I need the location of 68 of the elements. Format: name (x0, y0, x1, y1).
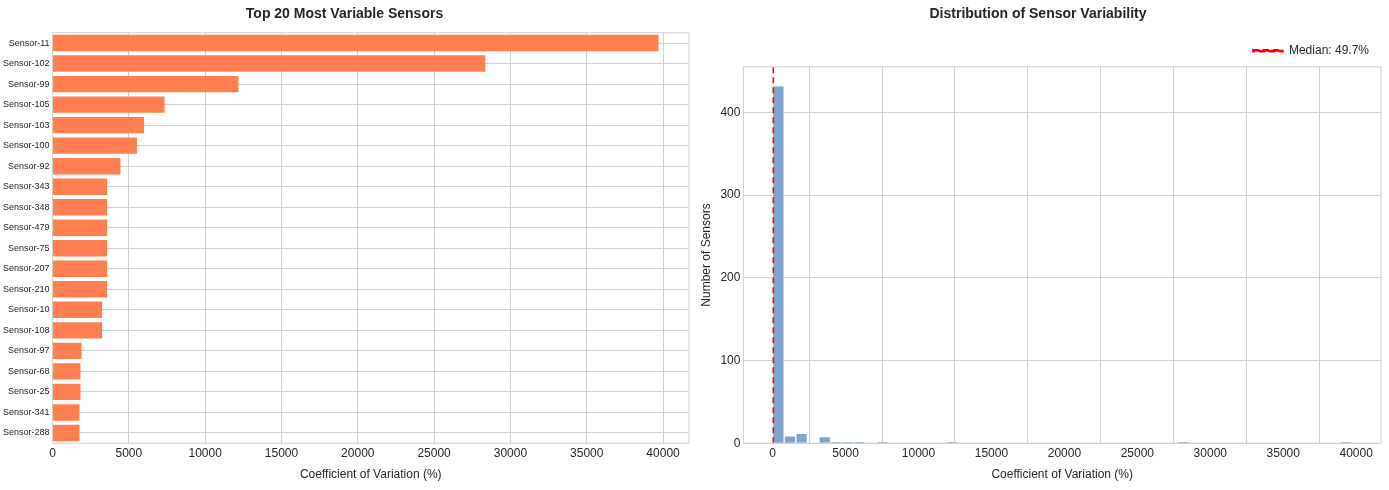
x-tick-label: 35000 (1266, 445, 1301, 460)
bar (53, 240, 108, 257)
legend-label: Median: 49.7% (1288, 43, 1370, 58)
y-tick-label: Sensor-341 (3, 406, 50, 417)
bar (53, 96, 165, 113)
y-tick-label: Sensor-25 (8, 386, 50, 397)
y-tick-label: Sensor-102 (3, 58, 50, 69)
y-tick-label: 400 (720, 104, 741, 119)
y-tick-label: Sensor-343 (3, 181, 50, 192)
x-tick-label: 15000 (974, 445, 1009, 460)
x-tick-label: 25000 (1120, 445, 1155, 460)
bar (53, 301, 103, 319)
chart-title: Distribution of Sensor Variability (929, 5, 1147, 22)
chart-title: Top 20 Most Variable Sensors (245, 5, 444, 22)
y-tick-label: Sensor-348 (3, 201, 50, 212)
y-tick-label: Sensor-99 (8, 78, 50, 89)
y-tick-label: Sensor-479 (3, 222, 50, 233)
x-tick-label: 30000 (1193, 445, 1228, 460)
x-tick-label: 15000 (264, 445, 299, 460)
bar (53, 260, 108, 277)
bar (53, 363, 81, 380)
y-tick-label: Sensor-92 (8, 160, 50, 171)
y-tick-label: 100 (720, 352, 741, 367)
x-tick-label: 25000 (417, 445, 452, 460)
x-tick-label: 30000 (493, 445, 528, 460)
bar (53, 404, 80, 421)
y-tick-label: Sensor-103 (3, 119, 50, 130)
x-tick-label: 5000 (115, 445, 143, 460)
bar (53, 281, 108, 298)
y-tick-label: Sensor-207 (3, 263, 50, 274)
y-tick-label: 0 (733, 435, 741, 450)
bar (53, 219, 108, 236)
y-tick-label: Sensor-105 (3, 99, 50, 110)
bar (53, 137, 137, 154)
x-tick-label: 10000 (188, 445, 223, 460)
bar (53, 178, 108, 195)
y-tick-label: Sensor-11 (8, 37, 50, 48)
y-tick-label: Sensor-288 (3, 427, 50, 438)
x-axis-title: Coefficient of Variation (%) (299, 467, 442, 482)
y-tick-label: Sensor-10 (8, 304, 50, 315)
x-tick-label: 20000 (1047, 445, 1082, 460)
bar (53, 55, 486, 72)
x-tick-label: 40000 (646, 445, 681, 460)
bar (53, 199, 108, 216)
bar (53, 424, 80, 442)
x-tick-label: 20000 (341, 445, 375, 460)
bar (53, 75, 239, 93)
y-tick-label: Sensor-75 (8, 242, 50, 253)
y-tick-label: Sensor-210 (3, 283, 50, 294)
x-tick-label: 0 (769, 445, 777, 460)
bar (53, 383, 81, 401)
bar (53, 157, 121, 175)
x-tick-label: 35000 (570, 445, 604, 460)
x-axis-title: Coefficient of Variation (%) (991, 467, 1134, 482)
y-tick-label: Sensor-108 (3, 324, 50, 335)
y-tick-label: Sensor-97 (8, 345, 50, 356)
bar (53, 34, 659, 52)
bar (53, 322, 103, 339)
x-tick-label: 5000 (832, 445, 860, 460)
x-tick-label: 40000 (1339, 445, 1374, 460)
y-tick-label: Sensor-68 (8, 365, 50, 376)
y-tick-label: Sensor-100 (3, 140, 50, 151)
bar (53, 342, 82, 360)
y-tick-label: 200 (720, 270, 741, 285)
x-tick-label: 10000 (901, 445, 936, 460)
y-axis-title: Number of Sensors (698, 203, 713, 307)
bar (53, 116, 145, 134)
y-tick-label: 300 (720, 187, 741, 202)
